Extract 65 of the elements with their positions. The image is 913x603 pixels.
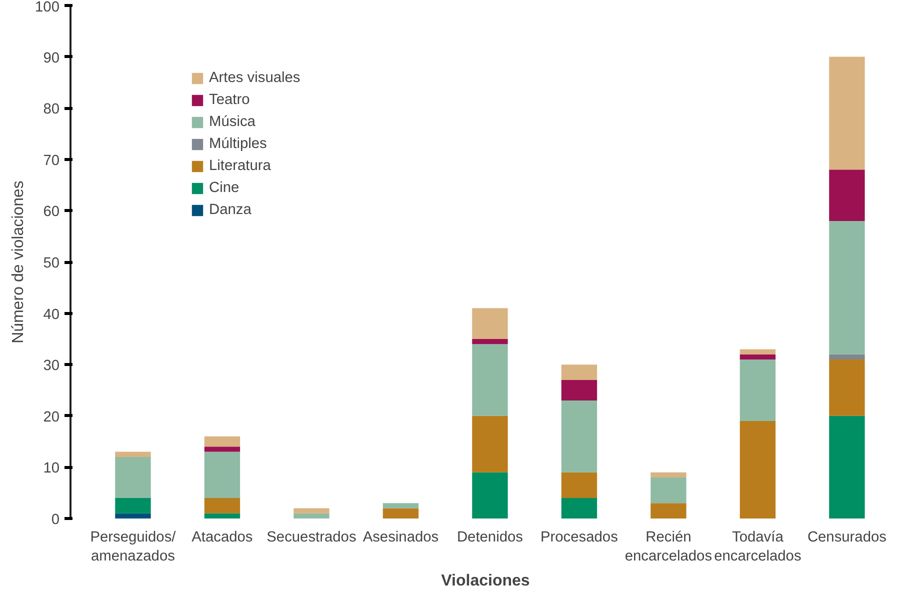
y-tick-label: 60 <box>43 204 60 220</box>
y-tick-label: 10 <box>43 460 60 477</box>
bar <box>829 416 865 518</box>
bar <box>472 308 508 339</box>
bar <box>829 56 865 170</box>
bar <box>829 220 865 354</box>
y-tick-label: 30 <box>43 358 60 374</box>
bar <box>204 446 240 452</box>
bar <box>740 359 776 422</box>
bar <box>204 436 240 447</box>
bar <box>829 354 865 360</box>
bar <box>650 503 686 518</box>
legend-label: Danza <box>209 202 252 218</box>
bar <box>204 513 240 518</box>
y-tick-label: 40 <box>43 306 60 323</box>
bar <box>204 498 240 514</box>
y-axis-title: Número de violaciones <box>10 180 28 344</box>
bar <box>472 416 508 472</box>
x-tick-label: Secuestrados <box>266 530 356 546</box>
bar <box>115 513 151 518</box>
y-tick-label: 90 <box>43 50 60 66</box>
bar <box>561 400 598 472</box>
bar <box>115 498 151 514</box>
bar <box>650 472 686 478</box>
bar <box>650 477 686 504</box>
bar <box>294 508 330 514</box>
bar <box>740 421 776 518</box>
x-tick-label: Asesinados <box>362 530 439 546</box>
bar <box>561 498 598 518</box>
x-tick-label: Censurados <box>807 530 886 546</box>
x-tick-label: Recién encarcelados <box>624 530 712 565</box>
y-tick-label: 20 <box>43 409 60 426</box>
bar <box>472 338 508 344</box>
legend-label: Teatro <box>209 92 250 108</box>
bar <box>204 452 240 498</box>
bar <box>115 452 151 457</box>
legend-label: Música <box>209 114 256 130</box>
y-tick-label: 80 <box>43 102 60 118</box>
x-tick-label: Perseguidos/ amenazados <box>90 530 177 565</box>
bar <box>740 349 776 354</box>
bar <box>829 170 865 221</box>
bar <box>561 472 598 498</box>
legend-label: Artes visuales <box>209 70 300 86</box>
bar <box>382 503 419 508</box>
legend-label: Múltiples <box>209 136 267 152</box>
bar <box>382 508 419 518</box>
x-axis-title: Violaciones <box>441 572 530 590</box>
y-tick-label: 100 <box>35 0 60 16</box>
x-tick-label: Procesados <box>540 530 618 546</box>
x-tick-label: Atacados <box>192 530 253 546</box>
bar <box>294 513 330 518</box>
bar <box>561 364 598 380</box>
y-tick-label: 70 <box>43 152 60 169</box>
bar <box>740 354 776 360</box>
bar <box>561 380 598 401</box>
legend-label: Literatura <box>209 158 271 174</box>
bar <box>472 472 508 518</box>
x-tick-label: Detenidos <box>456 530 523 546</box>
x-tick-label: Todavía encarcelados <box>714 530 802 565</box>
y-tick-label: 0 <box>51 512 60 528</box>
bar <box>472 344 508 416</box>
legend-label: Cine <box>209 180 240 196</box>
bar <box>829 359 865 416</box>
bar <box>115 456 151 498</box>
y-tick-label: 50 <box>43 256 60 272</box>
